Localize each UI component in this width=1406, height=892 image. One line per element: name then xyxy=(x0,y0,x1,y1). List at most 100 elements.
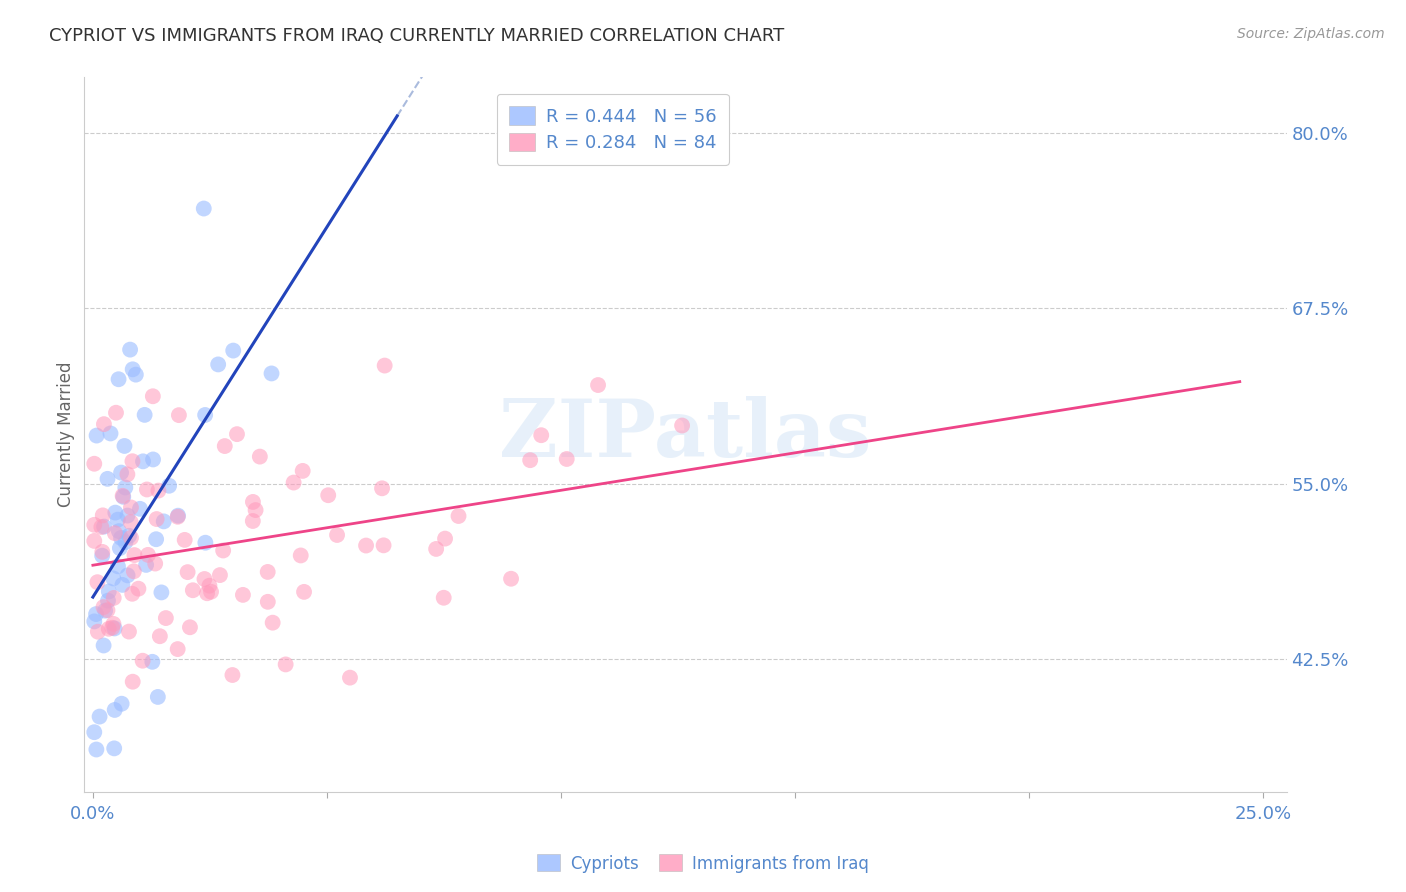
Point xyxy=(96,603,118,617)
Point xyxy=(194,408,217,422)
Point xyxy=(120,515,142,529)
Point xyxy=(152,515,174,529)
Point xyxy=(86,575,108,590)
Point xyxy=(83,533,105,548)
Point xyxy=(519,453,541,467)
Point xyxy=(104,406,127,420)
Point xyxy=(83,725,105,739)
Point xyxy=(94,604,117,618)
Point xyxy=(586,378,609,392)
Point xyxy=(292,585,315,599)
Point xyxy=(121,454,143,468)
Point xyxy=(84,607,107,621)
Point xyxy=(193,572,215,586)
Point xyxy=(290,549,312,563)
Point xyxy=(150,585,173,599)
Point xyxy=(249,450,271,464)
Point xyxy=(101,621,124,635)
Y-axis label: Currently Married: Currently Married xyxy=(58,362,75,508)
Point xyxy=(433,591,456,605)
Point xyxy=(111,489,134,503)
Point xyxy=(121,362,143,376)
Point xyxy=(108,524,131,538)
Point xyxy=(97,622,120,636)
Point xyxy=(195,586,218,600)
Point xyxy=(127,582,149,596)
Point xyxy=(93,417,115,432)
Point xyxy=(149,629,172,643)
Point xyxy=(260,367,283,381)
Point xyxy=(83,457,105,471)
Point xyxy=(136,548,159,562)
Point xyxy=(245,503,267,517)
Point xyxy=(103,741,125,756)
Point xyxy=(222,343,245,358)
Text: ZIPatlas: ZIPatlas xyxy=(499,395,872,474)
Point xyxy=(91,549,114,563)
Point xyxy=(111,578,134,592)
Point xyxy=(96,472,118,486)
Point xyxy=(114,481,136,495)
Point xyxy=(181,583,204,598)
Point xyxy=(112,490,135,504)
Point xyxy=(120,500,142,515)
Point xyxy=(256,565,278,579)
Point xyxy=(120,343,142,357)
Point xyxy=(207,358,229,372)
Point xyxy=(146,690,169,704)
Point xyxy=(103,571,125,585)
Point xyxy=(104,526,127,541)
Point xyxy=(145,533,167,547)
Point xyxy=(124,548,146,562)
Point xyxy=(371,481,394,495)
Point xyxy=(262,615,284,630)
Point xyxy=(283,475,305,490)
Point xyxy=(434,532,457,546)
Point xyxy=(83,615,105,629)
Point xyxy=(499,572,522,586)
Point xyxy=(166,642,188,657)
Point xyxy=(91,508,114,523)
Point xyxy=(176,565,198,579)
Point xyxy=(135,558,157,572)
Point xyxy=(425,541,447,556)
Point xyxy=(122,564,145,578)
Point xyxy=(193,202,215,216)
Point xyxy=(132,454,155,468)
Point xyxy=(194,535,217,549)
Point xyxy=(167,408,190,422)
Point xyxy=(118,529,141,543)
Point xyxy=(97,584,120,599)
Point xyxy=(93,519,115,533)
Point xyxy=(93,639,115,653)
Point xyxy=(121,674,143,689)
Point xyxy=(117,508,139,523)
Text: CYPRIOT VS IMMIGRANTS FROM IRAQ CURRENTLY MARRIED CORRELATION CHART: CYPRIOT VS IMMIGRANTS FROM IRAQ CURRENTL… xyxy=(49,27,785,45)
Point xyxy=(530,428,553,442)
Point xyxy=(83,517,105,532)
Point xyxy=(93,600,115,615)
Point xyxy=(148,483,170,498)
Legend: R = 0.444   N = 56, R = 0.284   N = 84: R = 0.444 N = 56, R = 0.284 N = 84 xyxy=(496,94,728,165)
Point xyxy=(141,655,163,669)
Point xyxy=(291,464,314,478)
Point xyxy=(103,622,125,636)
Point xyxy=(339,671,361,685)
Point xyxy=(117,568,139,582)
Point xyxy=(89,709,111,723)
Point xyxy=(221,668,243,682)
Point xyxy=(135,483,157,497)
Point xyxy=(447,508,470,523)
Point xyxy=(117,467,139,482)
Point xyxy=(121,587,143,601)
Legend: Cypriots, Immigrants from Iraq: Cypriots, Immigrants from Iraq xyxy=(530,847,876,880)
Point xyxy=(179,620,201,634)
Point xyxy=(326,528,349,542)
Point xyxy=(242,514,264,528)
Point xyxy=(143,557,166,571)
Point xyxy=(107,372,129,386)
Point xyxy=(166,509,188,524)
Point xyxy=(87,624,110,639)
Point xyxy=(114,439,136,453)
Point xyxy=(91,545,114,559)
